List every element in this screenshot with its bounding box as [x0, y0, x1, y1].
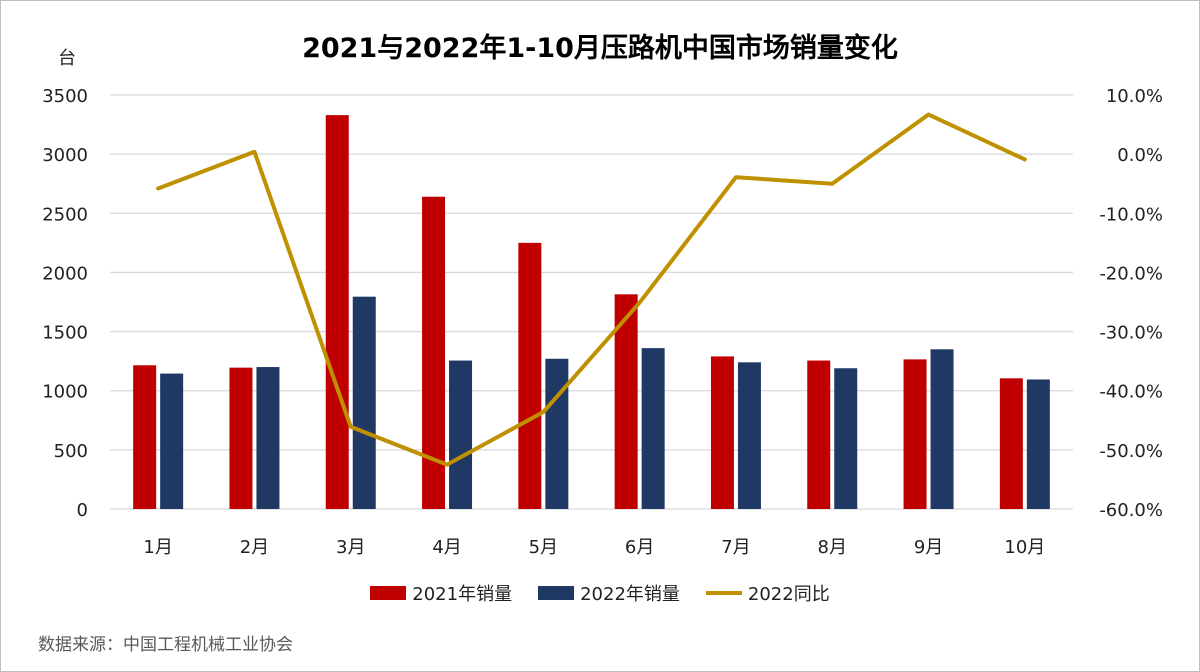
bar-2022年销量-1月: [160, 373, 184, 509]
y-right-tick-label: -50.0%: [1099, 441, 1163, 462]
bar-2022年销量-5月: [545, 358, 569, 509]
bar-2021年销量-3月: [325, 115, 349, 509]
bar-2021年销量-4月: [422, 196, 446, 509]
y-right-tick-label: -20.0%: [1099, 263, 1163, 284]
legend: 2021年销量 2022年销量 2022同比: [0, 580, 1200, 606]
y-left-tick-label: 1500: [42, 323, 88, 344]
x-tick-label: 7月: [721, 537, 750, 558]
y-left-tick-label: 2500: [42, 204, 88, 225]
y-right-tick-label: -60.0%: [1099, 500, 1163, 521]
y-right-tick-label: 0.0%: [1117, 145, 1163, 166]
y-left-tick-label: 3500: [42, 86, 88, 107]
line-yoy: [156, 112, 1027, 467]
bar-2021年销量-6月: [614, 294, 638, 509]
x-tick-label: 8月: [818, 537, 847, 558]
bar-2021年销量-1月: [133, 365, 157, 509]
legend-item-2022: 2022年销量: [538, 580, 680, 606]
y-right-tick-label: -10.0%: [1099, 204, 1163, 225]
y-left-tick-label: 2000: [42, 263, 88, 284]
bar-2022年销量-4月: [449, 360, 473, 509]
bar-2021年销量-5月: [518, 242, 542, 509]
bar-2021年销量-10月: [999, 378, 1023, 509]
bar-2022年销量-6月: [641, 348, 665, 509]
bar-2021年销量-7月: [710, 356, 734, 509]
bar-2021年销量-2月: [229, 367, 253, 509]
source-note: 数据来源：中国工程机械工业协会: [38, 635, 293, 655]
x-tick-label: 1月: [143, 537, 172, 558]
bar-2022年销量-8月: [834, 368, 858, 509]
bar-2022年销量-10月: [1026, 379, 1050, 509]
bar-2021年销量-8月: [807, 360, 831, 509]
y-left-tick-label: 0: [77, 500, 88, 521]
bar-2022年销量-9月: [930, 349, 954, 509]
y-left-tick-label: 1000: [42, 382, 88, 403]
chart-title: 2021与2022年1-10月压路机中国市场销量变化: [302, 33, 898, 64]
legend-item-yoy: 2022同比: [705, 580, 830, 606]
y-right-tick-label: -40.0%: [1099, 382, 1163, 403]
x-tick-label: 2月: [240, 537, 269, 558]
bar-2021年销量-9月: [903, 359, 927, 509]
legend-label: 2021年销量: [412, 584, 513, 605]
x-tick-label: 9月: [914, 537, 943, 558]
x-tick-label: 5月: [529, 537, 558, 558]
x-tick-label: 6月: [625, 537, 654, 558]
y-right-tick-label: 10.0%: [1106, 86, 1163, 107]
legend-item-2021: 2021年销量: [370, 580, 512, 606]
legend-label: 2022年销量: [580, 584, 680, 605]
legend-swatch: [705, 591, 742, 595]
legend-swatch: [370, 586, 407, 600]
y-right-tick-label: -30.0%: [1099, 323, 1163, 344]
legend-swatch: [538, 586, 575, 600]
x-tick-label: 10月: [1004, 537, 1045, 558]
y-left-tick-label: 500: [54, 441, 88, 462]
bar-2022年销量-7月: [737, 362, 761, 509]
bar-2022年销量-2月: [256, 367, 280, 509]
x-tick-label: 4月: [432, 537, 461, 558]
bar-2022年销量-3月: [352, 296, 376, 509]
x-tick-label: 3月: [336, 537, 365, 558]
y-axis-unit-label: 台: [58, 48, 76, 69]
y-left-tick-label: 3000: [42, 145, 88, 166]
legend-label: 2022同比: [747, 584, 830, 605]
